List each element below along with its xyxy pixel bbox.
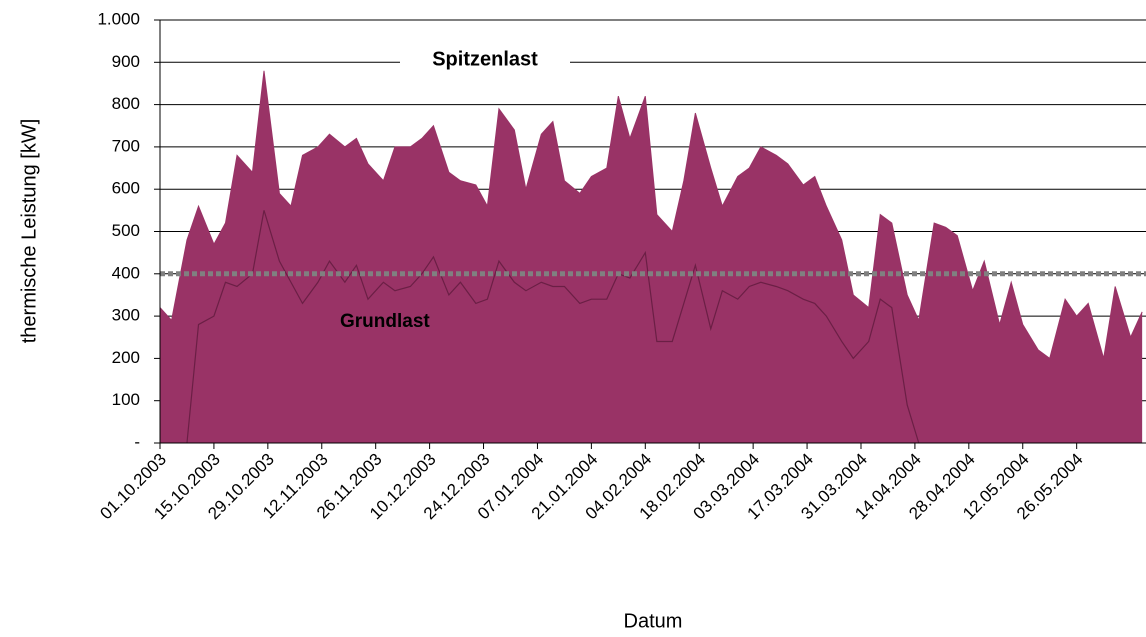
- y-tick-label: 600: [112, 179, 140, 198]
- x-axis-label: Datum: [624, 610, 683, 632]
- y-tick-label: 1.000: [97, 9, 140, 28]
- area-fill: [160, 70, 1143, 443]
- y-tick-label: 700: [112, 136, 140, 155]
- data-layer: [159, 70, 1143, 444]
- y-tick-label: 400: [112, 263, 140, 282]
- label-background: [400, 45, 570, 75]
- y-tick-label: 100: [112, 390, 140, 409]
- series-label: Spitzenlast: [432, 48, 538, 70]
- y-axis-label: thermische Leistung [kW]: [18, 119, 40, 344]
- y-tick-label: 300: [112, 306, 140, 325]
- y-tick-label: 900: [112, 52, 140, 71]
- y-tick-label: 500: [112, 221, 140, 240]
- y-tick-label: -: [134, 432, 140, 451]
- y-tick-label: 800: [112, 94, 140, 113]
- reference-label: Grundlast: [340, 311, 430, 332]
- y-tick-label: 200: [112, 348, 140, 367]
- base-line: [186, 210, 920, 444]
